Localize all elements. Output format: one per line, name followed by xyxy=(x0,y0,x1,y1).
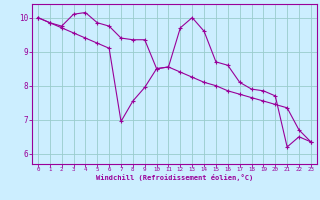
X-axis label: Windchill (Refroidissement éolien,°C): Windchill (Refroidissement éolien,°C) xyxy=(96,174,253,181)
